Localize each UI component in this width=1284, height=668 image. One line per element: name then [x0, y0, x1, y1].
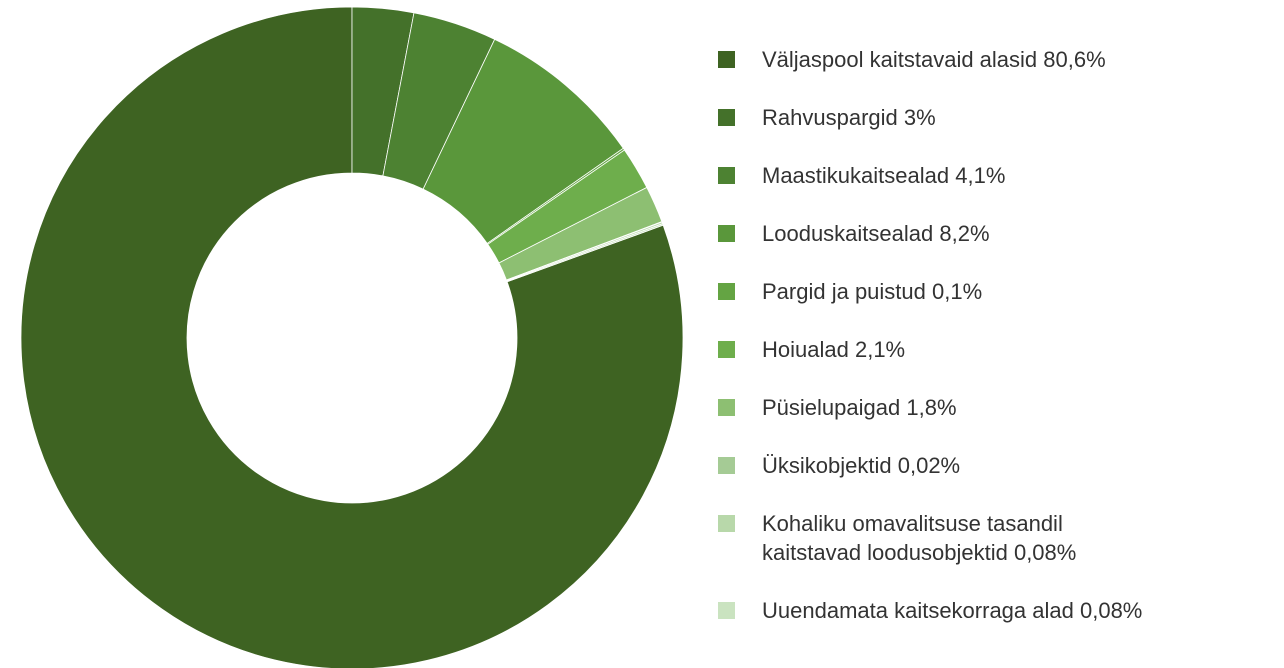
- legend-value: 80,6%: [1043, 47, 1106, 72]
- legend-swatch: [718, 109, 735, 126]
- legend-text: Uuendamata kaitsekorraga alad 0,08%: [762, 596, 1142, 625]
- legend-item: Kohaliku omavalitsuse tasandil kaitstava…: [718, 509, 1142, 567]
- legend-label: Hoiualad: [762, 337, 849, 362]
- legend-text: Pargid ja puistud 0,1%: [762, 277, 982, 306]
- legend-text: Üksikobjektid 0,02%: [762, 451, 960, 480]
- legend-label: Väljaspool kaitstavaid alasid: [762, 47, 1038, 72]
- legend-text: Maastikukaitsealad 4,1%: [762, 161, 1005, 190]
- legend-text: Kohaliku omavalitsuse tasandil kaitstava…: [762, 509, 1076, 567]
- legend-item: Hoiualad 2,1%: [718, 335, 1142, 364]
- legend-value: 2,1%: [854, 337, 906, 362]
- legend-item: Üksikobjektid 0,02%: [718, 451, 1142, 480]
- legend-item: Pargid ja puistud 0,1%: [718, 277, 1142, 306]
- legend-text: Hoiualad 2,1%: [762, 335, 905, 364]
- legend-label: Looduskaitsealad: [762, 221, 934, 246]
- legend-swatch: [718, 602, 735, 619]
- legend-swatch: [718, 225, 735, 242]
- legend-item: Väljaspool kaitstavaid alasid 80,6%: [718, 45, 1142, 74]
- legend-value: 0,02%: [897, 453, 961, 478]
- legend: Väljaspool kaitstavaid alasid 80,6% Rahvu…: [718, 45, 1142, 625]
- legend-label: Uuendamata kaitsekorraga alad: [762, 598, 1074, 623]
- legend-value: 0,1%: [932, 279, 983, 304]
- legend-item: Püsielupaigad 1,8%: [718, 393, 1142, 422]
- legend-label: Üksikobjektid: [762, 453, 892, 478]
- legend-swatch: [718, 515, 735, 532]
- legend-item: Rahvuspargid 3%: [718, 103, 1142, 132]
- legend-text: Looduskaitsealad 8,2%: [762, 219, 990, 248]
- legend-swatch: [718, 167, 735, 184]
- chart: [20, 6, 684, 668]
- legend-value: 4,1%: [955, 163, 1006, 188]
- donut-slice: [506, 223, 664, 283]
- legend-value: 0,08%: [1079, 598, 1143, 623]
- legend-text: Rahvuspargid 3%: [762, 103, 936, 132]
- legend-item: Maastikukaitsealad 4,1%: [718, 161, 1142, 190]
- legend-label: Rahvuspargid: [762, 105, 898, 130]
- legend-text: Püsielupaigad 1,8%: [762, 393, 957, 422]
- legend-value: 0,08%: [1013, 540, 1077, 565]
- legend-label: Maastikukaitsealad: [762, 163, 950, 188]
- legend-label: Püsielupaigad: [762, 395, 901, 420]
- legend-item: Uuendamata kaitsekorraga alad 0,08%: [718, 596, 1142, 625]
- legend-swatch: [718, 51, 735, 68]
- legend-swatch: [718, 399, 735, 416]
- legend-value: 3%: [903, 105, 936, 130]
- legend-swatch: [718, 341, 735, 358]
- legend-swatch: [718, 457, 735, 474]
- legend-label: Kohaliku omavalitsuse tasandil kaitstava…: [762, 511, 1063, 565]
- legend-text: Väljaspool kaitstavaid alasid 80,6%: [762, 45, 1106, 74]
- legend-swatch: [718, 283, 735, 300]
- donut-slice: [20, 6, 684, 668]
- legend-item: Looduskaitsealad 8,2%: [718, 219, 1142, 248]
- legend-label: Pargid ja puistud: [762, 279, 926, 304]
- legend-value: 1,8%: [906, 395, 957, 420]
- legend-value: 8,2%: [939, 221, 990, 246]
